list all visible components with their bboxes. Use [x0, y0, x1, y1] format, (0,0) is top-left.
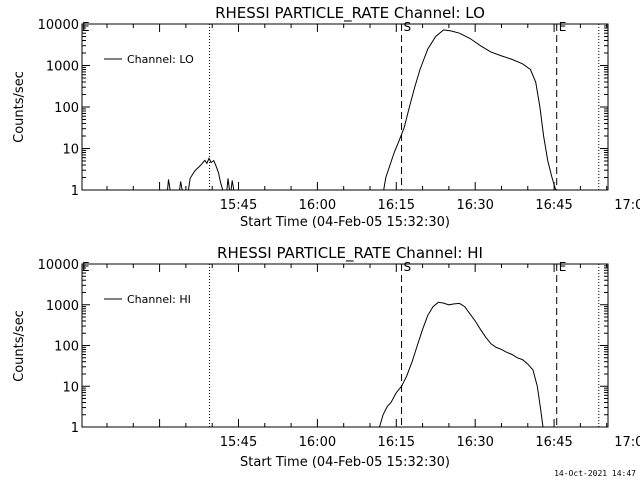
y-tick-label-hi: 100: [54, 340, 79, 355]
y-tick-label-hi: 10: [62, 380, 79, 395]
y-axis-label-lo: Counts/sec: [12, 71, 27, 143]
y-tick-label-hi: 10000: [38, 258, 79, 273]
marker-label-s-hi: S: [404, 260, 412, 274]
x-axis-label-lo: Start Time (04-Feb-05 15:32:30): [240, 215, 450, 230]
chart-title-hi: RHESSI PARTICLE_RATE Channel: HI: [217, 244, 483, 263]
marker-label-s-lo: S: [404, 20, 412, 34]
x-tick-label-lo: 16:30: [456, 198, 493, 213]
y-tick-label-lo: 100: [54, 101, 79, 116]
ticks-lo: 1 10 100 1000 10000 15:45 16:00 16:15 16:30 16:45…: [38, 18, 640, 213]
y-tick-label-hi: 1000: [46, 299, 79, 314]
series-line-lo: [188, 157, 224, 191]
x-tick-label-hi: 16:15: [378, 435, 415, 450]
y-tick-label-lo: 10000: [38, 18, 79, 33]
y-tick-label-lo: 1: [71, 184, 79, 199]
legend-label-hi: Channel: HI: [127, 293, 191, 306]
x-tick-label-lo: 16:45: [535, 198, 572, 213]
series-lo: [167, 29, 557, 191]
series-line-lo: [179, 181, 183, 191]
corner-mark-hi: E: [82, 260, 90, 274]
x-tick-label-lo: 15:45: [220, 198, 257, 213]
series-hi: [379, 301, 544, 428]
footer-timestamp: 14-Oct-2021 14:47: [554, 469, 636, 478]
axes-frame-lo: [81, 23, 609, 191]
x-tick-label-hi: 15:45: [220, 435, 257, 450]
series-line-lo: [167, 179, 171, 191]
y-tick-label-lo: 10: [62, 143, 79, 158]
ticks-hi: 1 10 100 1000 10000 15:45 16:00 16:15 16:30 16:45…: [38, 258, 640, 450]
x-tick-label-hi: 16:30: [456, 435, 493, 450]
x-tick-label-lo: 16:15: [378, 198, 415, 213]
x-tick-label-hi: 17:00: [614, 435, 640, 450]
x-axis-label-hi: Start Time (04-Feb-05 15:32:30): [240, 455, 450, 470]
chart-title-lo: RHESSI PARTICLE_RATE Channel: LO: [215, 4, 485, 23]
y-axis-label-hi: Counts/sec: [12, 310, 27, 382]
series-line-lo: [226, 178, 230, 191]
x-tick-label-lo: 16:00: [299, 198, 336, 213]
y-tick-label-hi: 1: [71, 421, 79, 436]
marker-label-e-lo: E: [559, 20, 567, 34]
legend-label-lo: Channel: LO: [127, 53, 194, 66]
axes-frame-hi: [81, 263, 609, 428]
corner-mark-lo: E: [82, 20, 90, 34]
series-line-lo: [383, 29, 557, 191]
series-line-hi: [379, 301, 544, 428]
x-tick-label-lo: 17:00: [614, 198, 640, 213]
marker-label-e-hi: E: [559, 260, 567, 274]
y-tick-label-lo: 1000: [46, 60, 79, 75]
series-line-lo: [230, 180, 235, 191]
x-tick-label-hi: 16:45: [535, 435, 572, 450]
x-tick-label-hi: 16:00: [299, 435, 336, 450]
